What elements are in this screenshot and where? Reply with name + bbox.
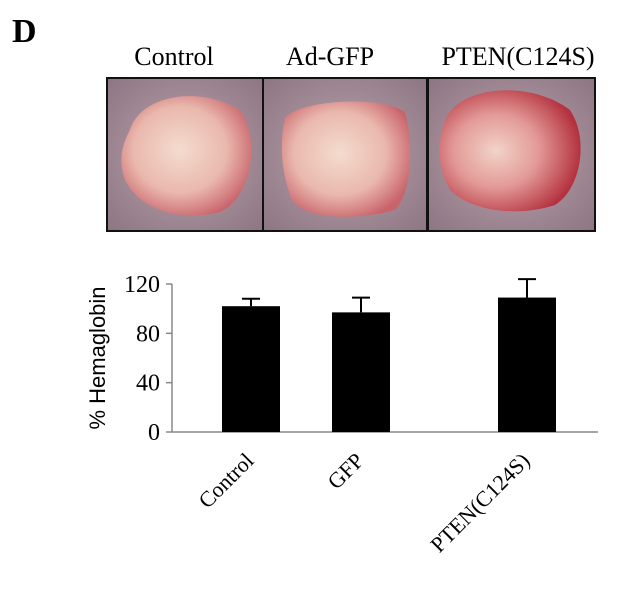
panel-label: D [12, 13, 37, 50]
y-tick-label: 40 [136, 371, 160, 397]
x-tick-label: PTEN(C124S) [425, 448, 534, 557]
y-tick-label: 0 [148, 420, 160, 446]
y-tick-label: 120 [124, 272, 160, 298]
photo [427, 77, 596, 232]
bar [498, 297, 556, 432]
image-label: Ad-GFP [286, 42, 374, 71]
x-tick-label: Control [193, 448, 258, 513]
bar [332, 312, 390, 432]
error-bar [242, 297, 260, 307]
photo [106, 77, 264, 232]
y-axis-label: % Hemaglobin [85, 286, 110, 429]
photo [262, 77, 428, 232]
x-tick-label: GFP [322, 448, 368, 494]
error-bar [352, 296, 370, 313]
image-label: PTEN(C124S) [441, 42, 594, 71]
y-tick-label: 80 [136, 321, 160, 347]
image-label: Control [134, 42, 213, 71]
error-bar [518, 278, 536, 298]
bar [222, 306, 280, 432]
